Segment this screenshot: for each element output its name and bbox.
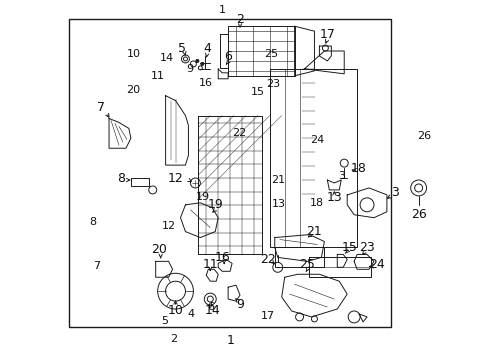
Text: 10: 10 <box>167 305 183 318</box>
Text: 15: 15 <box>341 241 356 254</box>
Text: 16: 16 <box>198 78 212 88</box>
Text: 10: 10 <box>126 49 141 59</box>
Text: 21: 21 <box>306 225 322 238</box>
Text: 18: 18 <box>350 162 366 175</box>
Text: 19: 19 <box>207 198 223 211</box>
Text: 21: 21 <box>271 175 285 185</box>
Text: 25: 25 <box>264 49 278 59</box>
Text: 18: 18 <box>309 198 324 208</box>
Text: 14: 14 <box>160 53 174 63</box>
Text: 19: 19 <box>196 192 210 202</box>
Text: 5: 5 <box>161 316 167 326</box>
Text: 7: 7 <box>97 101 105 114</box>
Text: 2: 2 <box>170 334 177 344</box>
Text: 12: 12 <box>162 221 176 231</box>
Text: 14: 14 <box>204 305 220 318</box>
Text: 8: 8 <box>117 171 125 185</box>
Text: 22: 22 <box>260 253 275 266</box>
Text: 25: 25 <box>299 258 315 271</box>
Text: 20: 20 <box>125 85 140 95</box>
Text: 1: 1 <box>226 334 234 347</box>
Text: 1: 1 <box>219 5 226 15</box>
Text: 7: 7 <box>93 261 100 271</box>
Text: 6: 6 <box>224 50 232 63</box>
Text: 11: 11 <box>151 71 165 81</box>
Text: 13: 13 <box>271 199 285 209</box>
Text: 17: 17 <box>260 311 274 321</box>
Text: 16: 16 <box>214 251 229 264</box>
Text: 5: 5 <box>178 41 186 54</box>
Text: 23: 23 <box>359 241 374 254</box>
Text: 2: 2 <box>236 13 244 26</box>
Text: 15: 15 <box>250 87 264 98</box>
Text: 6: 6 <box>206 302 214 312</box>
Text: 4: 4 <box>203 41 211 54</box>
Circle shape <box>196 59 199 62</box>
Text: 3: 3 <box>337 171 345 181</box>
Text: 24: 24 <box>368 258 384 271</box>
Text: 26: 26 <box>416 131 430 141</box>
Text: 20: 20 <box>150 243 166 256</box>
Text: 22: 22 <box>232 128 246 138</box>
Text: 24: 24 <box>309 135 324 145</box>
Text: 11: 11 <box>202 258 218 271</box>
Circle shape <box>201 62 203 66</box>
Text: 12: 12 <box>167 171 183 185</box>
Text: 3: 3 <box>390 186 398 199</box>
Bar <box>69 19 390 327</box>
Text: 4: 4 <box>187 309 194 319</box>
Bar <box>228 26 294 76</box>
Text: 13: 13 <box>326 192 342 204</box>
Text: 26: 26 <box>410 208 426 221</box>
Text: 17: 17 <box>319 28 335 41</box>
Text: 9: 9 <box>186 64 193 73</box>
Text: 23: 23 <box>266 78 280 89</box>
Text: 8: 8 <box>89 217 97 227</box>
Text: 9: 9 <box>236 297 244 311</box>
